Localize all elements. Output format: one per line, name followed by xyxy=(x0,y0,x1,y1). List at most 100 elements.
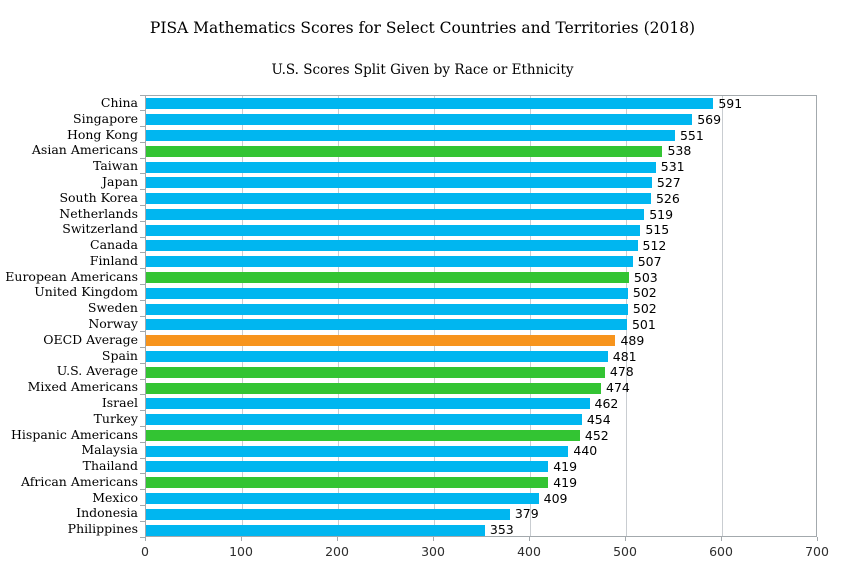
bar-african-americans xyxy=(146,477,549,489)
bar-china xyxy=(146,98,714,110)
value-label-mexico: 409 xyxy=(543,490,568,506)
bar-united-kingdom xyxy=(146,287,628,299)
value-label-united-kingdom: 502 xyxy=(632,285,657,301)
bar-japan xyxy=(146,177,652,189)
bar-indonesia xyxy=(146,508,510,520)
x-tick-label-400: 400 xyxy=(517,544,541,559)
category-label-spain: Spain xyxy=(101,347,138,363)
category-label-indonesia: Indonesia xyxy=(76,505,138,521)
chart-title: PISA Mathematics Scores for Select Count… xyxy=(149,19,696,37)
y-axis-tick xyxy=(140,331,145,333)
category-label-taiwan: Taiwan xyxy=(92,158,138,174)
value-label-thailand: 419 xyxy=(553,459,578,475)
y-axis-tick xyxy=(140,283,145,285)
category-label-switzerland: Switzerland xyxy=(62,221,138,237)
category-label-netherlands: Netherlands xyxy=(59,205,138,221)
bar-european-americans xyxy=(146,272,629,284)
value-label-singapore: 569 xyxy=(697,111,722,127)
bar-u-s-average xyxy=(146,366,605,378)
category-label-african-americans: African Americans xyxy=(20,473,138,489)
category-label-south-korea: South Korea xyxy=(59,189,138,205)
category-label-singapore: Singapore xyxy=(73,110,138,126)
y-axis-tick xyxy=(140,157,145,159)
category-label-asian-americans: Asian Americans xyxy=(31,142,138,158)
y-axis-tick xyxy=(140,189,145,191)
gridline-100 xyxy=(241,96,243,536)
bar-malaysia xyxy=(146,445,569,457)
bar-asian-americans xyxy=(146,145,663,157)
value-label-african-americans: 419 xyxy=(553,474,578,490)
category-label-mexico: Mexico xyxy=(92,489,138,505)
bar-sweden xyxy=(146,303,628,315)
bar-oecd-average xyxy=(146,335,616,347)
bar-turkey xyxy=(146,414,582,426)
x-axis-tick-600 xyxy=(720,537,722,541)
bar-mixed-americans xyxy=(146,382,602,394)
x-tick-label-700: 700 xyxy=(805,544,829,559)
category-label-european-americans: European Americans xyxy=(5,268,138,284)
x-tick-label-200: 200 xyxy=(325,544,349,559)
value-label-turkey: 454 xyxy=(586,411,611,427)
bar-singapore xyxy=(146,114,693,126)
x-axis-tick-0 xyxy=(144,537,146,541)
y-axis-tick xyxy=(140,315,145,317)
category-label-oecd-average: OECD Average xyxy=(43,331,138,347)
y-axis-tick xyxy=(140,236,145,238)
value-label-european-americans: 503 xyxy=(633,269,658,285)
value-label-asian-americans: 538 xyxy=(667,143,692,159)
y-axis-tick xyxy=(140,520,145,522)
x-axis-tick-100 xyxy=(240,537,242,541)
y-axis-tick xyxy=(140,141,145,143)
x-tick-label-600: 600 xyxy=(709,544,733,559)
chart-subtitle: U.S. Scores Split Given by Race or Ethni… xyxy=(271,62,574,78)
bar-netherlands xyxy=(146,208,645,220)
category-label-turkey: Turkey xyxy=(93,410,138,426)
bar-spain xyxy=(146,350,608,362)
y-axis-tick xyxy=(140,173,145,175)
y-axis-tick xyxy=(140,362,145,364)
bar-south-korea xyxy=(146,193,651,205)
y-axis-tick xyxy=(140,394,145,396)
gridline-400 xyxy=(529,96,531,536)
value-label-canada: 512 xyxy=(642,238,667,254)
category-label-malaysia: Malaysia xyxy=(81,442,138,458)
category-label-finland: Finland xyxy=(89,252,138,268)
category-label-hispanic-americans: Hispanic Americans xyxy=(11,426,138,442)
value-label-spain: 481 xyxy=(612,348,637,364)
bar-thailand xyxy=(146,461,549,473)
value-label-oecd-average: 489 xyxy=(620,332,645,348)
x-axis-tick-300 xyxy=(432,537,434,541)
bar-philippines xyxy=(146,524,485,536)
value-label-japan: 527 xyxy=(656,174,681,190)
x-axis-tick-700 xyxy=(816,537,818,541)
x-axis-tick-200 xyxy=(336,537,338,541)
category-label-thailand: Thailand xyxy=(82,458,138,474)
value-label-malaysia: 440 xyxy=(573,443,598,459)
category-label-israel: Israel xyxy=(101,394,138,410)
y-axis-tick xyxy=(140,426,145,427)
value-label-netherlands: 519 xyxy=(649,206,674,222)
category-label-canada: Canada xyxy=(90,237,138,253)
category-label-philippines: Philippines xyxy=(67,521,138,537)
x-axis-tick-500 xyxy=(624,537,626,541)
bar-israel xyxy=(146,398,590,410)
x-axis-tick-400 xyxy=(528,537,530,541)
y-axis-tick xyxy=(140,441,145,443)
gridline-500 xyxy=(625,96,627,536)
gridline-300 xyxy=(433,96,435,536)
category-label-hong-kong: Hong Kong xyxy=(66,126,138,142)
value-label-hong-kong: 551 xyxy=(679,127,704,143)
category-label-mixed-americans: Mixed Americans xyxy=(27,379,138,395)
bar-switzerland xyxy=(146,224,641,236)
gridline-600 xyxy=(721,96,723,536)
value-label-taiwan: 531 xyxy=(660,159,685,175)
value-label-u-s-average: 478 xyxy=(609,364,634,380)
y-axis-tick xyxy=(140,489,145,491)
y-axis-tick xyxy=(140,299,145,301)
category-label-norway: Norway xyxy=(88,316,138,331)
bar-hispanic-americans xyxy=(146,429,580,441)
y-axis-tick xyxy=(140,94,145,96)
y-axis-tick xyxy=(140,347,145,349)
y-axis-tick xyxy=(140,410,145,412)
